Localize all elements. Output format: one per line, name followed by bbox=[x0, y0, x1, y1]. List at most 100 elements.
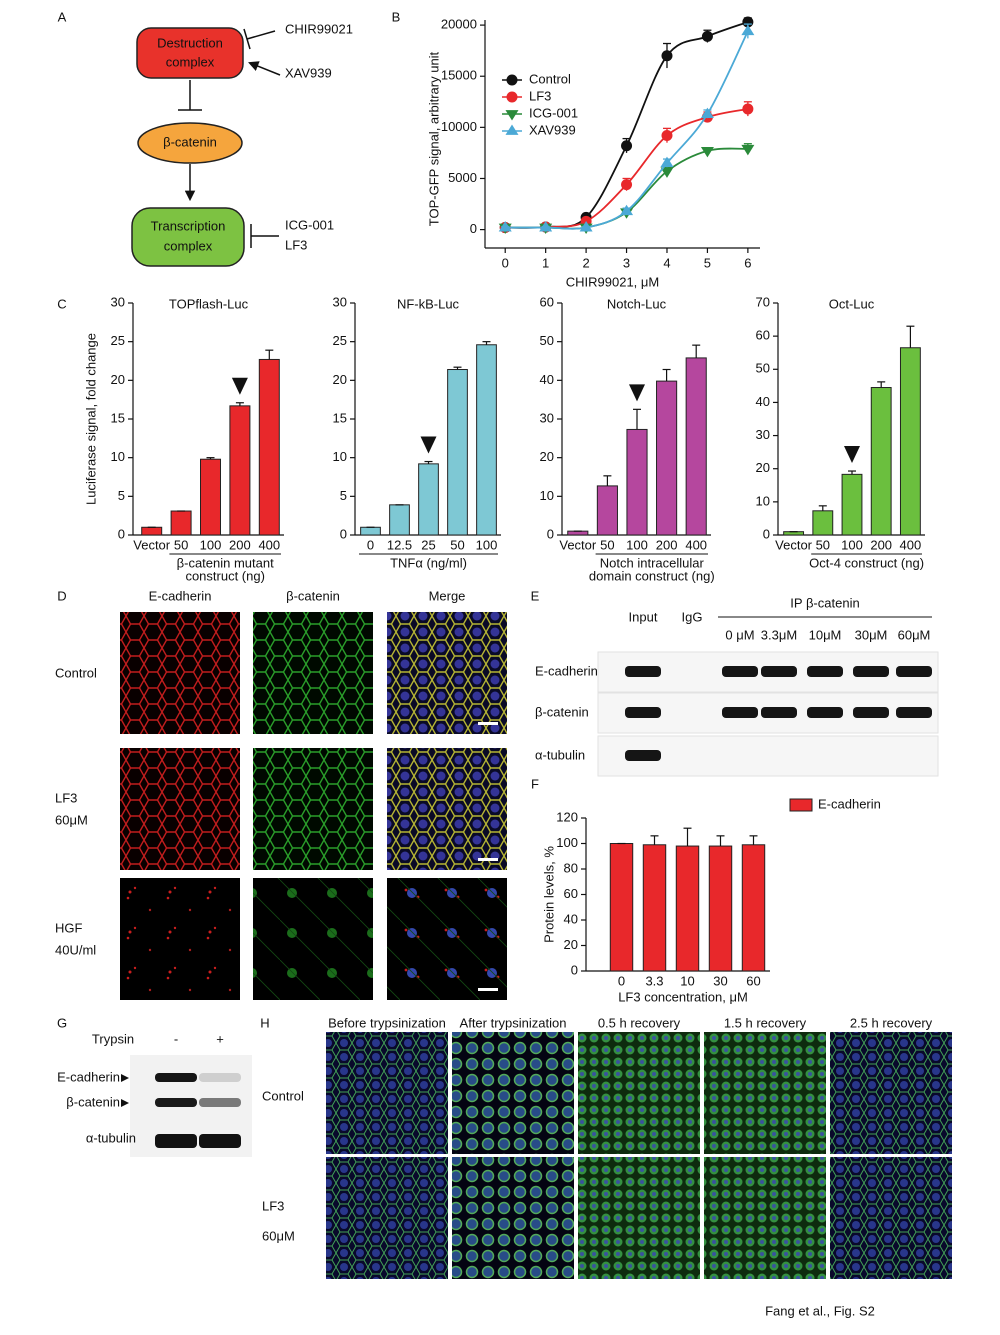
lane-header: 60μM bbox=[898, 627, 931, 642]
y-tick-label: 20 bbox=[111, 372, 125, 387]
x-tick-label: 100 bbox=[476, 537, 498, 552]
bar bbox=[596, 485, 618, 536]
chart-title: NF-kB-Luc bbox=[397, 296, 460, 311]
row-label: Control bbox=[55, 665, 97, 680]
y-tick-label: 60 bbox=[756, 328, 770, 343]
y-tick-label: 30 bbox=[540, 410, 554, 425]
panel-label: E bbox=[531, 588, 540, 603]
y-tick-label: 30 bbox=[111, 294, 125, 309]
y-tick-label: 10 bbox=[540, 488, 554, 503]
micrograph-cells bbox=[578, 1032, 700, 1154]
y-tick-label: 40 bbox=[540, 372, 554, 387]
y-axis-label: Protein levels, % bbox=[541, 846, 556, 943]
row-label: HGF bbox=[55, 920, 83, 935]
figure-caption: Fang et al., Fig. S2 bbox=[765, 1303, 875, 1318]
x-tick-label: 0 bbox=[502, 255, 509, 270]
blot-band bbox=[807, 666, 843, 677]
micrograph-cells bbox=[326, 1157, 448, 1279]
data-point bbox=[621, 179, 633, 191]
panel-label: G bbox=[57, 1015, 67, 1030]
y-tick-label: 40 bbox=[756, 394, 770, 409]
micrograph-cells bbox=[120, 748, 240, 870]
data-point bbox=[621, 140, 633, 152]
x-tick-label: 100 bbox=[200, 537, 222, 552]
data-point bbox=[742, 16, 754, 28]
row-label: α-tubulin bbox=[86, 1130, 136, 1145]
x-tick-label: 25 bbox=[421, 537, 435, 552]
legend-label: E-cadherin bbox=[818, 796, 881, 811]
lane-header: Input bbox=[629, 609, 658, 624]
y-tick-label: 0 bbox=[340, 526, 347, 541]
x-tick-label: 0 bbox=[618, 973, 625, 988]
panel-label: F bbox=[531, 776, 539, 791]
drug-label: CHIR99021 bbox=[285, 21, 353, 36]
x-tick-label: Vector bbox=[559, 537, 597, 552]
y-tick-label: 25 bbox=[333, 333, 347, 348]
data-point bbox=[741, 24, 755, 36]
group-label: TNFα (ng/ml) bbox=[390, 555, 467, 570]
bar bbox=[656, 380, 678, 536]
legend-label: LF3 bbox=[529, 88, 551, 103]
data-point bbox=[700, 107, 714, 118]
data-point bbox=[506, 74, 518, 86]
bar bbox=[708, 845, 733, 972]
bar bbox=[642, 844, 667, 972]
micrograph-cells bbox=[704, 1157, 826, 1279]
panel-label: A bbox=[58, 9, 67, 24]
lane-header: 0 μM bbox=[725, 627, 754, 642]
bar bbox=[741, 844, 766, 972]
micrograph-cells bbox=[387, 748, 507, 870]
bar bbox=[626, 428, 648, 536]
y-tick-label: 15000 bbox=[441, 68, 477, 83]
bar bbox=[841, 473, 863, 536]
data-point bbox=[579, 221, 593, 232]
blot-band bbox=[155, 1098, 197, 1107]
x-tick-label: 100 bbox=[841, 537, 863, 552]
highlight-arrowhead bbox=[420, 436, 437, 454]
y-tick-label: 20 bbox=[333, 372, 347, 387]
blot-band bbox=[199, 1098, 241, 1107]
row-label: 60μM bbox=[262, 1228, 295, 1243]
x-tick-label: 200 bbox=[870, 537, 892, 552]
condition-label: - bbox=[174, 1031, 178, 1046]
y-tick-label: 50 bbox=[756, 361, 770, 376]
band-pointer bbox=[121, 1099, 129, 1107]
y-tick-label: 10 bbox=[756, 493, 770, 508]
y-tick-label: 40 bbox=[564, 911, 578, 926]
bar bbox=[418, 463, 439, 536]
lane-header: 3.3μM bbox=[761, 627, 797, 642]
node-label: complex bbox=[166, 54, 215, 69]
bar bbox=[685, 357, 707, 536]
micrograph-cells bbox=[120, 878, 240, 1000]
column-header: Merge bbox=[429, 588, 466, 603]
blot-band bbox=[761, 707, 797, 718]
x-tick-label: 400 bbox=[900, 537, 922, 552]
data-point bbox=[660, 156, 674, 168]
data-point bbox=[700, 146, 714, 158]
y-tick-label: 0 bbox=[547, 526, 554, 541]
legend-label: XAV939 bbox=[529, 122, 576, 137]
y-axis-label: Luciferase signal, fold change bbox=[83, 333, 98, 505]
micrograph-cells bbox=[387, 878, 507, 1000]
y-tick-label: 30 bbox=[333, 294, 347, 309]
bar bbox=[258, 358, 280, 536]
chart-title: Notch-Luc bbox=[607, 296, 667, 311]
data-point bbox=[701, 30, 713, 42]
chart-title: Oct-Luc bbox=[829, 296, 875, 311]
group-label: construct (ng) bbox=[185, 568, 264, 583]
group-label: domain construct (ng) bbox=[589, 568, 715, 583]
micrograph-cells bbox=[704, 1032, 826, 1154]
x-tick-label: 200 bbox=[656, 537, 678, 552]
scale-bar bbox=[478, 988, 498, 991]
inhibition-bar bbox=[243, 28, 251, 50]
data-point bbox=[742, 103, 754, 115]
row-label: E-cadherin bbox=[57, 1069, 120, 1084]
y-tick-label: 20000 bbox=[441, 17, 477, 32]
x-tick-label: 0 bbox=[367, 537, 374, 552]
data-point bbox=[505, 124, 519, 135]
micrograph-cells bbox=[578, 1157, 700, 1279]
bar bbox=[870, 387, 892, 536]
row-label: Control bbox=[262, 1088, 304, 1103]
node-label: Transcription bbox=[151, 218, 226, 233]
